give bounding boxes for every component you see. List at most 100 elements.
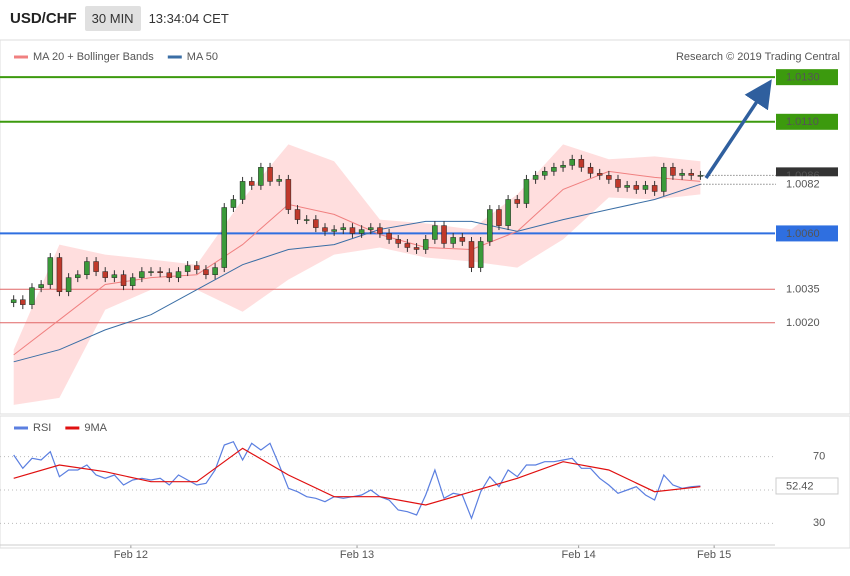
candle-body [551, 167, 557, 172]
candle-body [569, 159, 575, 166]
candle-body [377, 227, 383, 234]
candle-body [560, 165, 566, 168]
candle-body [10, 299, 17, 303]
candle-body [404, 243, 411, 248]
y-tick-label: 70 [813, 451, 825, 463]
candle-body [532, 175, 539, 180]
bollinger-band [13, 144, 701, 405]
candle-body [148, 271, 154, 273]
candle-body [84, 261, 90, 275]
rsi-value-box [775, 477, 839, 495]
candle-body [331, 229, 337, 232]
candle-body [422, 239, 429, 250]
candle-body [395, 239, 401, 244]
candle-body [578, 159, 585, 168]
candle-body [175, 271, 182, 278]
candle-body [239, 181, 246, 200]
x-tick-label: Feb 14 [562, 549, 596, 561]
candle-body [93, 261, 99, 272]
candle-body [29, 287, 35, 305]
candle-body [459, 237, 466, 242]
candle-body [487, 209, 493, 242]
candle-body [688, 173, 695, 176]
candle-body [75, 274, 81, 278]
candle-body [267, 167, 273, 182]
candle-body [221, 207, 228, 268]
candle-body [120, 274, 127, 286]
candle-body [303, 219, 310, 221]
candle-body [203, 269, 209, 275]
candle-body [441, 225, 447, 244]
x-tick-label: Feb 15 [697, 549, 731, 561]
candle-body [596, 173, 603, 176]
candle-body [294, 209, 301, 220]
candle-body [541, 171, 548, 176]
candle-body [313, 219, 319, 228]
candle-body [194, 265, 200, 270]
candle-body [139, 271, 145, 278]
x-tick-label: Feb 12 [114, 549, 148, 561]
candle-body [340, 227, 347, 230]
candle-body [633, 185, 640, 190]
level-label: 1.0020 [786, 317, 820, 329]
candle-body [386, 233, 392, 240]
candle-body [523, 179, 530, 204]
level-label: 1.0035 [786, 284, 820, 296]
candle-body [157, 271, 163, 273]
candle-body [606, 175, 612, 180]
level-label: 1.0110 [786, 116, 819, 128]
candle-body [102, 271, 108, 278]
candle-body [477, 241, 484, 268]
x-tick-label: Feb 13 [340, 549, 374, 561]
candle-body [56, 257, 63, 292]
candle-body [285, 179, 292, 210]
level-label-box [776, 69, 838, 86]
candle-body [47, 257, 54, 285]
candle-body [111, 274, 118, 278]
forecast-arrow [704, 79, 772, 179]
candle-body [276, 179, 282, 182]
candle-body [505, 199, 511, 226]
chart: 1.01301.01101.00601.00351.00201.00861.00… [0, 39, 850, 561]
level-label: 1.0130 [786, 72, 820, 84]
candle-body [258, 167, 264, 186]
candle-body [413, 247, 420, 250]
candle-body [65, 277, 72, 292]
y-tick-label: 30 [813, 517, 825, 529]
candle-body [349, 227, 356, 234]
header: USD/CHF 30 MIN 13:34:04 CET [0, 0, 850, 36]
candle-body [642, 185, 649, 190]
legend-label: MA 20 + Bollinger Bands [33, 51, 154, 63]
rsi-line [13, 447, 701, 506]
symbol: USD/CHF [10, 9, 77, 27]
candle-body [368, 227, 374, 230]
candle-body [358, 229, 365, 234]
candle-body [166, 272, 173, 278]
legend-label: RSI [33, 422, 51, 434]
candle-body [432, 225, 438, 240]
candle-body [450, 237, 456, 244]
candle-body [624, 185, 630, 188]
candle-body [184, 265, 191, 272]
candle-body [322, 227, 328, 232]
legend-label: 9MA [84, 422, 107, 434]
candle-body [248, 181, 255, 186]
candle-body [615, 179, 621, 188]
interval-button[interactable]: 30 MIN [84, 5, 141, 31]
candle-body [38, 284, 44, 288]
candle-body [670, 167, 676, 176]
candle-body [587, 167, 594, 174]
candle-body [679, 173, 685, 176]
candle-body [20, 299, 26, 305]
moving-average [13, 170, 701, 356]
level-label: 1.0060 [786, 228, 820, 240]
candle-body [661, 167, 667, 192]
candle-body [651, 185, 658, 192]
candle-body [496, 209, 502, 226]
candle-body [468, 241, 475, 268]
moving-average [13, 183, 701, 363]
rsi-panel [0, 415, 850, 549]
candle-body [129, 277, 136, 286]
rsi-line [13, 440, 701, 521]
